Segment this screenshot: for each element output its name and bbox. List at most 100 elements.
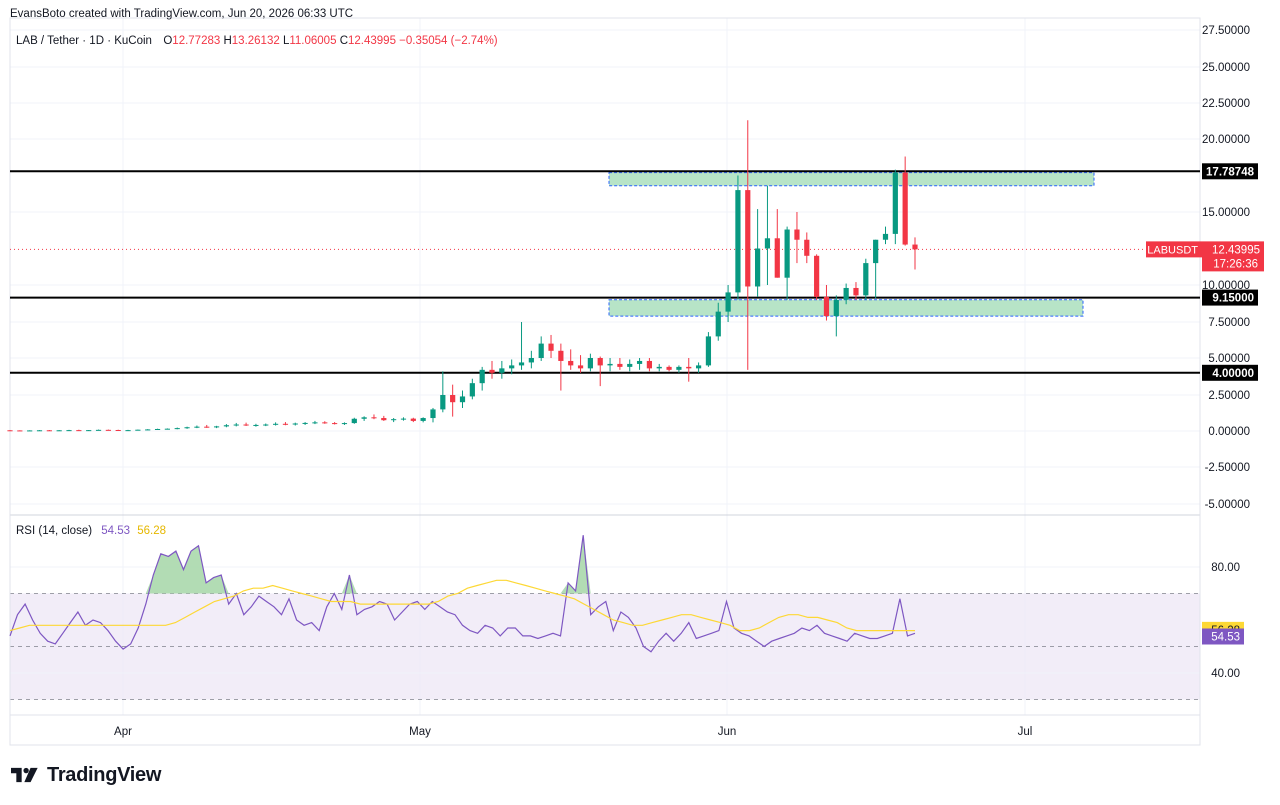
symbol-tag — [1146, 241, 1202, 258]
level-tag-label: 17.78748 — [1206, 166, 1255, 178]
last-price-label: 12.43995 — [1212, 244, 1260, 256]
tradingview-logo[interactable]: TradingView — [11, 763, 161, 787]
symbol-title[interactable]: LAB / Tether · 1D · KuCoin — [16, 35, 152, 47]
candle-body — [115, 429, 121, 431]
candle-body — [76, 430, 82, 432]
candle-body — [154, 428, 161, 430]
candle-body — [666, 366, 672, 370]
candle-body — [558, 350, 564, 361]
candle-body — [410, 418, 416, 421]
candle-body — [184, 427, 190, 429]
rsi-legend: RSI (14, close) 54.53 56.28 — [16, 525, 166, 537]
candle-body — [391, 419, 397, 421]
candle-body — [381, 418, 387, 421]
close-label: C — [339, 35, 348, 47]
candle-body — [912, 244, 918, 250]
candle-body — [499, 368, 505, 373]
candle-body — [489, 369, 495, 373]
rsi-tick-label: 80.00 — [1211, 562, 1240, 574]
candle-body — [833, 299, 839, 317]
candle-body — [430, 409, 436, 419]
symbol-tag-label: LABUSDT — [1147, 244, 1198, 256]
candle-body — [676, 366, 682, 370]
candle-body — [469, 383, 475, 397]
candle-body — [263, 424, 269, 426]
logo-text: TradingView — [47, 763, 162, 786]
price-axis[interactable]: 27.50000 25.00000 22.50000 20.00000 15.00000… — [1202, 25, 1250, 511]
level-tag — [1202, 364, 1258, 381]
candle-body — [587, 358, 593, 369]
rsi-panel — [9, 535, 916, 653]
candle-body — [735, 190, 741, 293]
price-tick-label: 7.50000 — [1208, 317, 1250, 329]
candle-body — [705, 336, 712, 366]
price-tick-label: 22.50000 — [1202, 98, 1250, 110]
candle-body — [597, 358, 603, 366]
candle-body — [764, 238, 771, 249]
change-value: −0.35054 (−2.74%) — [399, 35, 498, 47]
legend-row: LAB / Tether · 1D · KuCoin O12.77283 H13… — [16, 35, 498, 47]
candle-body — [548, 343, 554, 351]
candle-body — [656, 366, 662, 369]
candle-body — [27, 430, 33, 432]
candle-body — [440, 395, 446, 410]
price-tick-label: -5.00000 — [1205, 499, 1250, 511]
candle-body — [646, 360, 653, 369]
rsi-title[interactable]: RSI (14, close) — [16, 525, 93, 537]
price-tick-label: 0.00000 — [1208, 426, 1250, 438]
candle-body — [341, 423, 348, 425]
candle-body — [46, 430, 52, 432]
candle-body — [794, 229, 800, 240]
time-tick-label: May — [409, 726, 431, 738]
candle-body — [351, 418, 357, 424]
candle-body — [243, 424, 249, 426]
candle-body — [66, 430, 72, 432]
candle-body — [509, 365, 515, 369]
candle-body — [312, 422, 318, 424]
rsi-axis[interactable]: 80.00 40.00 — [1211, 562, 1240, 680]
candle-body — [322, 422, 328, 424]
candle-body — [853, 287, 859, 296]
candle-body — [538, 343, 544, 358]
candle-body — [518, 362, 525, 366]
rsi-grid — [10, 566, 1200, 700]
level-tag-label: 9.15000 — [1212, 293, 1254, 305]
price-tick-label: 5.00000 — [1208, 353, 1250, 365]
rsi-ma-value: 56.28 — [137, 525, 167, 537]
level-tag — [1202, 289, 1258, 306]
price-tick-label: 10.00000 — [1202, 280, 1250, 292]
candle-body — [882, 233, 889, 240]
candle-body — [843, 287, 849, 300]
time-axis[interactable]: Apr May Jun Jul — [114, 726, 1032, 738]
level-tag-label: 4.00000 — [1212, 368, 1254, 380]
rsi-tag — [1202, 628, 1244, 645]
price-tags: 17.78748 9.15000 4.00000 LABUSDT 12.43995 17:… — [1146, 163, 1264, 645]
candle-body — [56, 430, 62, 432]
candle-body — [863, 263, 869, 296]
candle-body — [174, 428, 180, 430]
candle-body — [814, 255, 820, 297]
candle-body — [86, 430, 92, 432]
candle-body — [253, 424, 259, 426]
candle-body — [302, 422, 308, 424]
candle-body — [617, 363, 623, 367]
open-label: O — [163, 35, 173, 47]
high-value: 13.26132 — [231, 35, 280, 47]
open-value: 12.77283 — [172, 35, 221, 47]
candle-body — [164, 428, 170, 430]
candle-body — [745, 190, 751, 287]
low-value: 11.06005 — [289, 35, 337, 47]
candle-body — [17, 430, 23, 432]
candle-body — [332, 423, 338, 425]
candle-body — [804, 239, 810, 256]
candle-body — [292, 423, 298, 425]
credit-line: EvansBoto created with TradingView.com, … — [10, 8, 354, 20]
candle-body — [715, 311, 721, 337]
time-tick-label: Jul — [1018, 726, 1033, 738]
close-value: 12.43995 — [348, 35, 396, 47]
candle-body — [371, 417, 377, 419]
candlestick-series — [7, 120, 918, 432]
candle-body — [125, 430, 131, 432]
price-tick-label: 15.00000 — [1202, 207, 1250, 219]
